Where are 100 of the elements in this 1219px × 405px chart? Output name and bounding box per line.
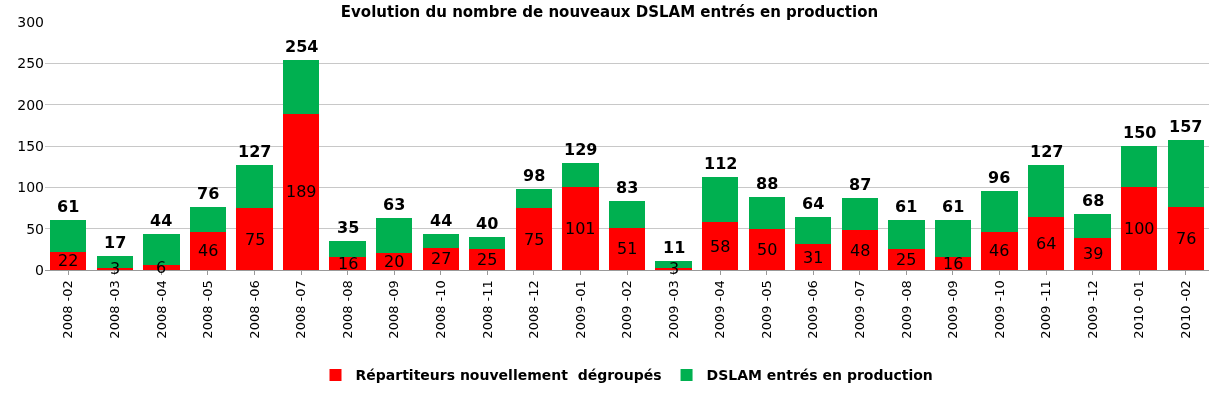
total-label: 83 (616, 178, 639, 197)
data-label: 3 (669, 259, 680, 278)
total-label: 61 (57, 197, 80, 216)
bar (562, 186, 599, 270)
total-label: 157 (1169, 117, 1203, 136)
x-tick-label: 2009 -11 (1038, 280, 1054, 339)
y-tick-label: 200 (17, 96, 44, 113)
data-label: 22 (58, 251, 79, 270)
x-tick-label: 2009 -12 (1084, 280, 1100, 339)
total-label: 98 (523, 166, 546, 185)
x-tick-label: 2008 -11 (479, 280, 495, 339)
total-label: 68 (1082, 191, 1105, 210)
data-label: 58 (710, 237, 731, 256)
x-tick-label: 2008 -12 (526, 280, 542, 339)
data-label: 20 (384, 252, 405, 271)
x-tick-label: 2009 -07 (852, 280, 868, 339)
x-tick-label: 2009 -05 (758, 280, 774, 339)
bar (1167, 207, 1204, 270)
data-label: 25 (896, 250, 917, 269)
bar (608, 201, 646, 228)
data-label: 46 (198, 241, 219, 260)
bar (376, 217, 413, 254)
bar (515, 208, 553, 270)
y-tick-label: 150 (17, 137, 44, 154)
bar (422, 233, 459, 248)
legend-label: DSLAM entrés en production (706, 367, 933, 384)
total-label: 96 (988, 168, 1011, 187)
bar (748, 197, 785, 229)
data-label: 76 (1176, 229, 1197, 248)
data-label: 48 (850, 241, 871, 260)
bar (236, 208, 273, 270)
data-label: 75 (524, 230, 545, 249)
total-label: 35 (337, 218, 360, 237)
total-label: 11 (663, 238, 686, 257)
y-tick-label: 50 (26, 220, 44, 237)
data-label: 64 (1036, 234, 1057, 253)
total-label: 64 (802, 194, 825, 213)
total-label: 87 (849, 175, 872, 194)
y-tick-label: 250 (17, 55, 44, 72)
y-tick-label: 100 (17, 179, 44, 196)
data-label: 25 (477, 250, 498, 269)
data-label: 50 (757, 240, 778, 259)
data-label: 16 (943, 254, 964, 273)
bar (1121, 187, 1158, 270)
bar (562, 163, 599, 187)
x-tick-label: 2008 -02 (60, 280, 76, 339)
bar (1027, 165, 1065, 218)
x-tick-label: 2008 -07 (293, 280, 309, 339)
x-tick-label: 2008 -05 (200, 280, 216, 339)
bar (1027, 217, 1065, 270)
data-label: 27 (431, 249, 452, 268)
legend-label: Répartiteurs nouvellement dégroupés (355, 367, 662, 384)
data-label: 101 (565, 219, 596, 238)
data-label: 39 (1083, 244, 1104, 263)
x-tick-label: 2009 -10 (991, 280, 1007, 339)
total-label: 63 (383, 195, 406, 214)
bar (282, 60, 320, 114)
bar (515, 188, 553, 208)
bar (469, 236, 506, 250)
x-tick-label: 2008 -09 (386, 280, 402, 339)
bar (1074, 237, 1111, 270)
total-label: 127 (1030, 142, 1064, 161)
data-label: 3 (110, 259, 121, 278)
data-label: 16 (338, 254, 359, 273)
x-tick-label: 2009 -03 (665, 280, 681, 339)
total-label: 61 (942, 197, 965, 216)
total-label: 129 (564, 140, 598, 159)
x-tick-label: 2010 -01 (1131, 280, 1147, 339)
bar (50, 219, 87, 252)
x-tick-label: 2009 -01 (572, 280, 588, 339)
bar (981, 190, 1018, 232)
bar (236, 165, 273, 208)
data-label: 100 (1124, 219, 1155, 238)
bar (981, 231, 1018, 270)
bar (841, 198, 878, 231)
bar (329, 241, 366, 257)
x-tick-label: 2008 -08 (339, 280, 355, 339)
total-label: 44 (150, 211, 173, 230)
bar (701, 177, 739, 223)
bar (701, 222, 739, 270)
y-tick-label: 300 (17, 13, 44, 30)
total-label: 76 (197, 184, 220, 203)
total-label: 40 (476, 214, 499, 233)
total-label: 17 (104, 233, 127, 252)
total-label: 150 (1123, 123, 1157, 142)
x-tick-label: 2009 -02 (619, 280, 635, 339)
bar (608, 227, 646, 270)
x-tick-label: 2009 -09 (945, 280, 961, 339)
x-tick-label: 2010 -02 (1177, 280, 1193, 339)
total-label: 127 (238, 142, 272, 161)
data-label: 75 (245, 230, 266, 249)
bar (1074, 213, 1111, 238)
data-label: 51 (617, 239, 638, 258)
total-label: 61 (895, 197, 918, 216)
bar (841, 230, 878, 270)
bar (795, 217, 832, 245)
x-tick-label: 2009 -06 (805, 280, 821, 339)
total-label: 112 (704, 154, 738, 173)
data-label: 31 (803, 248, 824, 267)
data-label: 189 (286, 182, 317, 201)
